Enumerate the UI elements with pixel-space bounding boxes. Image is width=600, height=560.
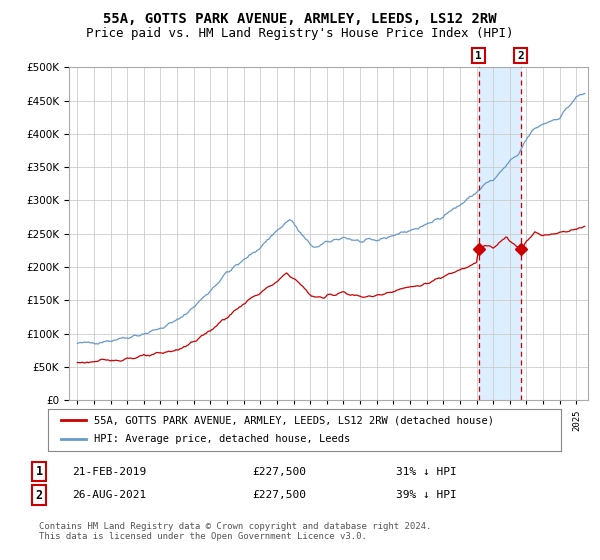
Text: £227,500: £227,500 — [252, 466, 306, 477]
Text: 55A, GOTTS PARK AVENUE, ARMLEY, LEEDS, LS12 2RW: 55A, GOTTS PARK AVENUE, ARMLEY, LEEDS, L… — [103, 12, 497, 26]
Text: 21-FEB-2019: 21-FEB-2019 — [72, 466, 146, 477]
Text: 55A, GOTTS PARK AVENUE, ARMLEY, LEEDS, LS12 2RW (detached house): 55A, GOTTS PARK AVENUE, ARMLEY, LEEDS, L… — [94, 415, 494, 425]
Text: 2: 2 — [517, 50, 524, 60]
Text: 39% ↓ HPI: 39% ↓ HPI — [396, 490, 457, 500]
Text: 1: 1 — [35, 465, 43, 478]
Text: 26-AUG-2021: 26-AUG-2021 — [72, 490, 146, 500]
Bar — [479, 67, 521, 400]
Text: 2: 2 — [35, 488, 43, 502]
Text: Contains HM Land Registry data © Crown copyright and database right 2024.
This d: Contains HM Land Registry data © Crown c… — [39, 522, 431, 542]
Text: £227,500: £227,500 — [252, 490, 306, 500]
Text: Price paid vs. HM Land Registry's House Price Index (HPI): Price paid vs. HM Land Registry's House … — [86, 27, 514, 40]
Text: 1: 1 — [475, 50, 482, 60]
Text: 31% ↓ HPI: 31% ↓ HPI — [396, 466, 457, 477]
Text: HPI: Average price, detached house, Leeds: HPI: Average price, detached house, Leed… — [94, 435, 350, 445]
